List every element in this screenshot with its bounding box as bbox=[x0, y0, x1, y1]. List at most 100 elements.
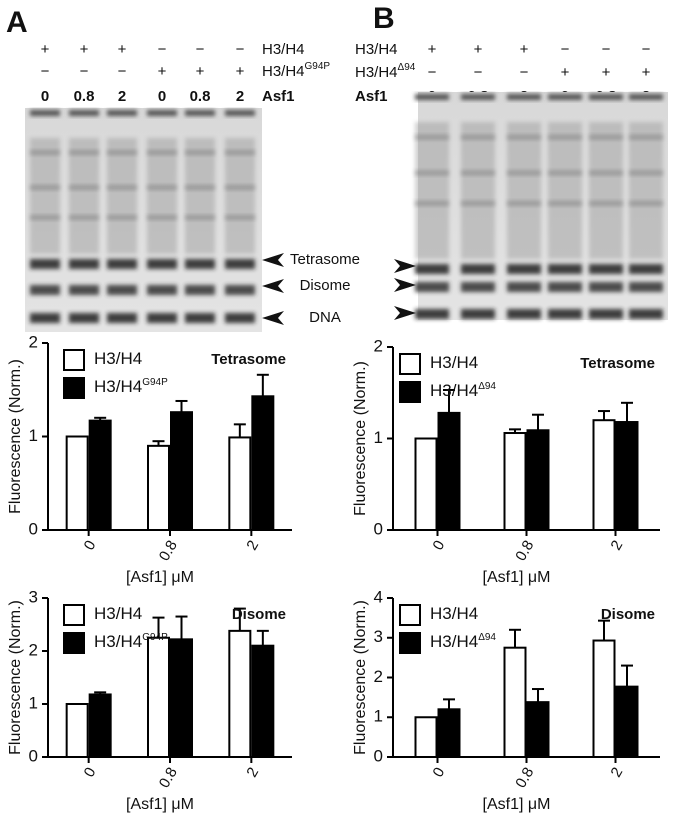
gel-smear bbox=[507, 122, 541, 259]
lane-mark: + bbox=[474, 41, 483, 58]
label-superscript: Δ94 bbox=[478, 381, 496, 392]
legend-swatch bbox=[63, 632, 85, 654]
arrow bbox=[262, 311, 284, 325]
x-tick-label: 2 bbox=[608, 764, 627, 780]
gel-faint-band bbox=[185, 150, 215, 155]
label-main: H3/H4 bbox=[430, 604, 478, 623]
gel-smear bbox=[461, 122, 495, 259]
gel-faint-band bbox=[415, 170, 449, 176]
arrow bbox=[262, 279, 284, 293]
legend-swatch bbox=[63, 377, 85, 399]
bar bbox=[437, 411, 461, 532]
bar bbox=[615, 421, 639, 531]
gel-band bbox=[107, 313, 137, 323]
label-main: H3/H4 bbox=[262, 63, 305, 80]
y-tick-label: 0 bbox=[374, 746, 383, 765]
y-tick-label: 2 bbox=[374, 667, 383, 686]
gel-faint-band bbox=[107, 215, 137, 220]
label-main: H3/H4 bbox=[355, 64, 398, 81]
gel-well bbox=[30, 110, 60, 116]
gel-faint-band bbox=[185, 215, 215, 220]
gel-faint-band bbox=[69, 215, 99, 220]
gel-well bbox=[185, 110, 215, 116]
bar bbox=[414, 437, 438, 531]
gel-band bbox=[30, 313, 60, 323]
gel-faint-band bbox=[107, 150, 137, 155]
y-tick-label: 3 bbox=[29, 587, 38, 606]
lane-mark: + bbox=[41, 41, 50, 58]
gel-faint-band bbox=[589, 170, 623, 176]
lane-mark: + bbox=[642, 64, 651, 81]
gel-band bbox=[629, 309, 663, 319]
gel-band bbox=[589, 264, 623, 274]
y-tick-label: 0 bbox=[374, 519, 383, 538]
x-axis-label: [Asf1] μM bbox=[126, 796, 194, 813]
arrow bbox=[394, 278, 416, 292]
gel-faint-band bbox=[147, 150, 177, 155]
y-tick-label: 2 bbox=[29, 640, 38, 659]
gel-well bbox=[69, 110, 99, 116]
y-tick-label: 1 bbox=[374, 428, 383, 447]
x-tick-label: 0 bbox=[430, 764, 449, 780]
gel-band bbox=[629, 282, 663, 292]
y-axis-label: Fluorescence (Norm.) bbox=[7, 359, 24, 514]
gel-faint-band bbox=[507, 170, 541, 176]
gel-band bbox=[185, 285, 215, 295]
legend-swatch bbox=[63, 604, 85, 626]
lane-mark: + bbox=[561, 64, 570, 81]
gel-faint-band bbox=[30, 185, 60, 190]
gel-well bbox=[107, 110, 137, 116]
lane-mark: + bbox=[602, 64, 611, 81]
gel-faint-band bbox=[69, 185, 99, 190]
gel-band bbox=[548, 282, 582, 292]
x-tick-label: 0.8 bbox=[156, 537, 181, 564]
x-tick-label: 0.8 bbox=[512, 537, 537, 564]
subtitle: Tetrasome bbox=[580, 355, 655, 372]
gel-faint-band bbox=[415, 200, 449, 206]
y-axis-label: Fluorescence (Norm.) bbox=[352, 361, 369, 516]
gel-band bbox=[589, 309, 623, 319]
y-tick-label: 4 bbox=[374, 587, 383, 606]
lane-mark: − bbox=[118, 63, 127, 80]
lane-mark: 2 bbox=[236, 88, 244, 105]
gel-band bbox=[30, 259, 60, 269]
gel-band bbox=[147, 259, 177, 269]
lane-mark: 0.8 bbox=[190, 88, 211, 105]
label: H3/H4Δ94 bbox=[355, 62, 416, 81]
bar bbox=[251, 644, 275, 759]
gel-smear bbox=[69, 138, 99, 254]
bar bbox=[503, 646, 527, 758]
label-main: H3/H4 bbox=[94, 377, 142, 396]
lane-mark: − bbox=[561, 41, 570, 58]
subtitle: Disome bbox=[601, 606, 655, 623]
gel-well bbox=[548, 94, 582, 100]
gel-faint-band bbox=[147, 215, 177, 220]
bar bbox=[170, 411, 193, 531]
gel-band bbox=[185, 313, 215, 323]
label: H3/H4 bbox=[94, 349, 142, 368]
gel-band bbox=[461, 264, 495, 274]
x-tick-label: 2 bbox=[243, 764, 262, 780]
gel-image bbox=[25, 108, 262, 332]
band-label: Disome bbox=[300, 277, 351, 294]
label-main: H3/H4 bbox=[262, 41, 305, 58]
label-superscript: G94P bbox=[142, 377, 168, 388]
x-tick-label: 0.8 bbox=[512, 764, 537, 791]
bar bbox=[526, 701, 550, 759]
gel-smear bbox=[415, 122, 449, 259]
x-axis-label: [Asf1] μM bbox=[126, 569, 194, 586]
gel-band bbox=[461, 309, 495, 319]
lane-mark: + bbox=[80, 41, 89, 58]
gel-faint-band bbox=[185, 185, 215, 190]
gel-band bbox=[225, 313, 255, 323]
bar bbox=[615, 685, 639, 759]
bar bbox=[592, 419, 616, 532]
gel-smear bbox=[107, 138, 137, 254]
band-label: DNA bbox=[309, 309, 341, 326]
bar bbox=[592, 639, 616, 758]
lane-mark: − bbox=[236, 41, 245, 58]
gel-band bbox=[507, 309, 541, 319]
gel-well bbox=[147, 110, 177, 116]
y-tick-label: 0 bbox=[29, 519, 38, 538]
panel-label: A bbox=[6, 6, 28, 39]
